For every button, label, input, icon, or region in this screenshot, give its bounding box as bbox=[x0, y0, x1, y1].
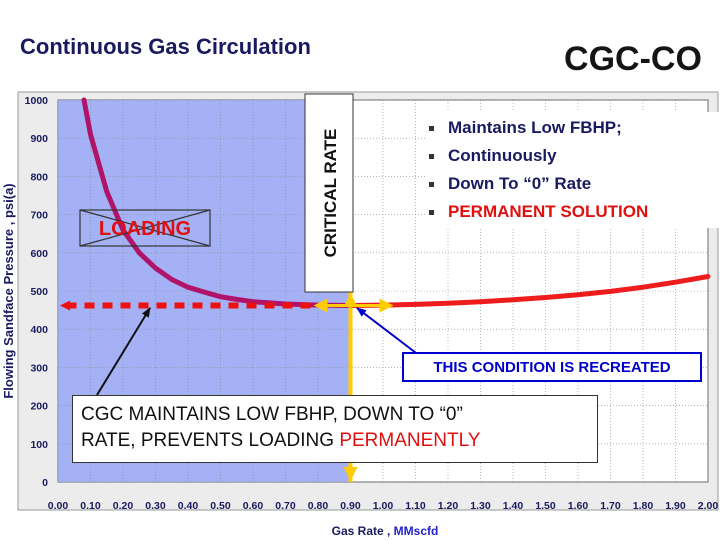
x-tick-label: 0.00 bbox=[48, 500, 69, 512]
slide-title: Continuous Gas Circulation bbox=[20, 34, 311, 59]
pointer-arrow-blue bbox=[356, 307, 421, 357]
x-tick-label: 1.20 bbox=[438, 500, 459, 512]
y-tick-labels: 0 100 200 300 400 500 600 700 800 900 1000 bbox=[25, 95, 49, 489]
y-tick-label: 400 bbox=[30, 324, 48, 336]
x-tick-label: 0.10 bbox=[80, 500, 101, 512]
x-tick-label: 0.30 bbox=[145, 500, 166, 512]
y-tick-label: 200 bbox=[30, 401, 48, 413]
bullet-square-icon bbox=[429, 153, 434, 159]
x-tick-label: 1.40 bbox=[503, 500, 524, 512]
cgc-summary-box: CGC MAINTAINS LOW FBHP, DOWN TO “0” RATE… bbox=[72, 395, 598, 463]
critical-rate-label-box bbox=[304, 93, 354, 293]
x-tick-label: 0.90 bbox=[340, 500, 361, 512]
x-axis-label: Gas Rate , MMscfd bbox=[332, 524, 439, 538]
bullet-square-icon bbox=[429, 125, 434, 131]
bullet-item: PERMANENT SOLUTION bbox=[429, 198, 719, 226]
x-tick-label: 0.40 bbox=[178, 500, 199, 512]
cgc-summary-permanently: PERMANENTLY bbox=[339, 430, 481, 451]
y-tick-label: 800 bbox=[30, 171, 48, 183]
y-tick-label: 600 bbox=[30, 248, 48, 260]
x-tick-label: 0.50 bbox=[210, 500, 231, 512]
x-tick-labels: 0.00 0.10 0.20 0.30 0.40 0.50 0.60 0.70 0.80 0.90… bbox=[48, 500, 719, 512]
cgc-summary-line-2: RATE, PREVENTS LOADING bbox=[81, 430, 340, 451]
y-tick-label: 0 bbox=[42, 477, 48, 489]
y-tick-label: 1000 bbox=[25, 95, 49, 107]
x-tick-label: 0.60 bbox=[243, 500, 264, 512]
y-tick-label: 500 bbox=[30, 286, 48, 298]
series-line-1 bbox=[81, 97, 353, 308]
x-tick-label: 1.70 bbox=[600, 500, 621, 512]
series-line-2 bbox=[348, 274, 711, 308]
x-tick-label: 1.10 bbox=[405, 500, 426, 512]
badge-text: CGC-CO bbox=[564, 39, 702, 78]
bullet-item: Down To “0” Rate bbox=[429, 170, 719, 198]
loading-label: LOADING bbox=[99, 218, 191, 240]
x-tick-label: 2.00 bbox=[698, 500, 719, 512]
y-tick-label: 900 bbox=[30, 133, 48, 145]
y-tick-label: 100 bbox=[30, 439, 48, 451]
bullet-item: Maintains Low FBHP; bbox=[429, 114, 719, 142]
y-axis-label: Flowing Sandface Pressure , psi(a) bbox=[1, 183, 16, 398]
y-tick-label: 300 bbox=[30, 362, 48, 374]
series-layer bbox=[81, 97, 711, 308]
x-tick-label: 0.70 bbox=[275, 500, 296, 512]
bullet-square-icon bbox=[429, 181, 434, 187]
x-tick-label: 0.80 bbox=[308, 500, 329, 512]
x-tick-label: 1.90 bbox=[665, 500, 686, 512]
bullet-list: Maintains Low FBHP; Continuously Down To… bbox=[425, 112, 720, 228]
critical-rate-label: CRITICAL RATE bbox=[321, 129, 340, 258]
pointer-arrow-black bbox=[96, 307, 151, 396]
x-tick-label: 0.20 bbox=[113, 500, 134, 512]
y-tick-label: 700 bbox=[30, 210, 48, 222]
bullet-item: Continuously bbox=[429, 142, 719, 170]
cgc-summary-line-1: CGC MAINTAINS LOW FBHP, DOWN TO “0” bbox=[81, 404, 463, 425]
x-tick-label: 1.50 bbox=[535, 500, 556, 512]
x-tick-label: 1.80 bbox=[633, 500, 654, 512]
condition-callout: THIS CONDITION IS RECREATED bbox=[402, 352, 702, 382]
bullet-square-icon bbox=[429, 209, 434, 215]
x-tick-label: 1.60 bbox=[568, 500, 589, 512]
x-tick-label: 1.30 bbox=[470, 500, 491, 512]
cgc-co-badge: CGC-CO bbox=[548, 28, 718, 90]
loading-label-group: LOADING bbox=[79, 209, 211, 247]
x-tick-label: 1.00 bbox=[373, 500, 394, 512]
